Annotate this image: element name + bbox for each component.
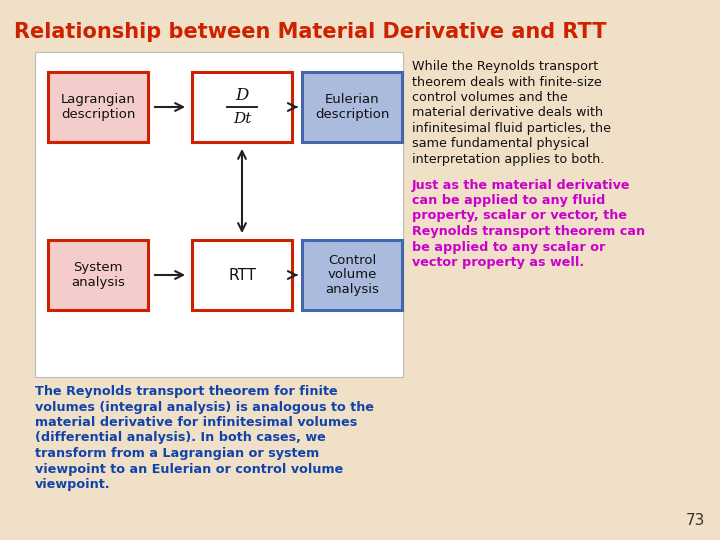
Text: Lagrangian
description: Lagrangian description xyxy=(60,93,135,121)
Bar xyxy=(302,240,402,310)
Text: material derivative deals with: material derivative deals with xyxy=(412,106,603,119)
Text: transform from a Lagrangian or system: transform from a Lagrangian or system xyxy=(35,447,319,460)
Text: Eulerian
description: Eulerian description xyxy=(315,93,390,121)
Text: vector property as well.: vector property as well. xyxy=(412,256,584,269)
Text: viewpoint to an Eulerian or control volume: viewpoint to an Eulerian or control volu… xyxy=(35,462,343,476)
Text: Just as the material derivative: Just as the material derivative xyxy=(412,179,631,192)
Text: control volumes and the: control volumes and the xyxy=(412,91,568,104)
Text: material derivative for infinitesimal volumes: material derivative for infinitesimal vo… xyxy=(35,416,357,429)
Text: System
analysis: System analysis xyxy=(71,261,125,289)
Text: Reynolds transport theorem can: Reynolds transport theorem can xyxy=(412,225,645,238)
Text: be applied to any scalar or: be applied to any scalar or xyxy=(412,240,606,253)
Bar xyxy=(192,72,292,142)
Text: same fundamental physical: same fundamental physical xyxy=(412,138,589,151)
Text: RTT: RTT xyxy=(228,267,256,282)
Bar xyxy=(48,72,148,142)
Text: Control
volume
analysis: Control volume analysis xyxy=(325,253,379,296)
Text: (differential analysis). In both cases, we: (differential analysis). In both cases, … xyxy=(35,431,325,444)
Text: viewpoint.: viewpoint. xyxy=(35,478,110,491)
Text: can be applied to any fluid: can be applied to any fluid xyxy=(412,194,606,207)
Text: The Reynolds transport theorem for finite: The Reynolds transport theorem for finit… xyxy=(35,385,338,398)
Text: 73: 73 xyxy=(685,513,705,528)
Text: Relationship between Material Derivative and RTT: Relationship between Material Derivative… xyxy=(14,22,606,42)
Bar xyxy=(48,240,148,310)
Bar xyxy=(302,72,402,142)
Text: Dt: Dt xyxy=(233,112,251,126)
Bar xyxy=(192,240,292,310)
Bar xyxy=(35,52,403,377)
Text: interpretation applies to both.: interpretation applies to both. xyxy=(412,153,605,166)
Text: theorem deals with finite-size: theorem deals with finite-size xyxy=(412,76,602,89)
Text: property, scalar or vector, the: property, scalar or vector, the xyxy=(412,210,627,222)
Text: volumes (integral analysis) is analogous to the: volumes (integral analysis) is analogous… xyxy=(35,401,374,414)
Text: While the Reynolds transport: While the Reynolds transport xyxy=(412,60,598,73)
Text: D: D xyxy=(235,87,248,105)
Text: infinitesimal fluid particles, the: infinitesimal fluid particles, the xyxy=(412,122,611,135)
